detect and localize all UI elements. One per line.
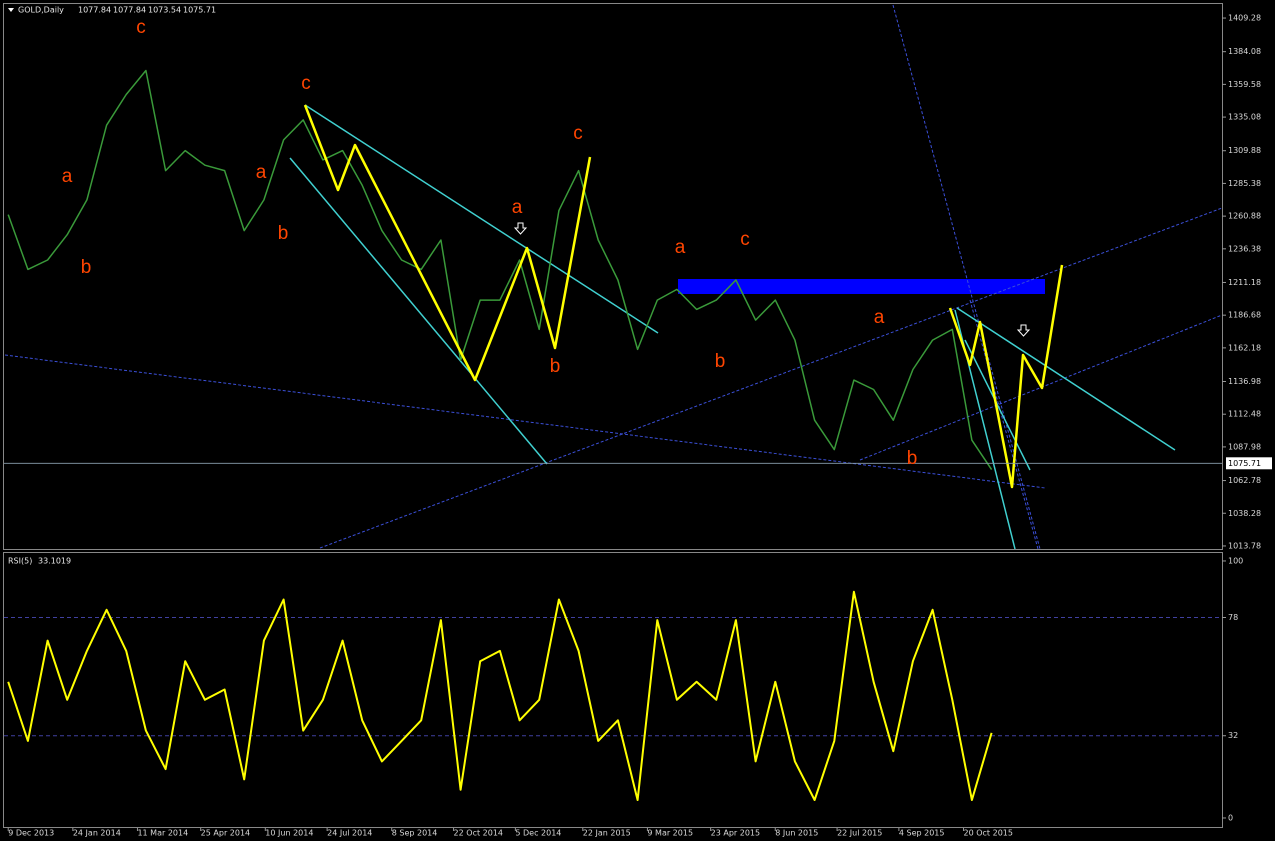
arrows	[513, 222, 1031, 337]
y-tick-label: 1062.78	[1228, 476, 1261, 485]
y-tick-label: 1112.48	[1228, 410, 1261, 419]
rsi-line	[7, 590, 993, 801]
x-tick-label: 10 Jun 2014	[265, 829, 313, 838]
x-tick-label: 5 Dec 2014	[515, 829, 561, 838]
y-tick-label: 32	[1228, 731, 1238, 740]
symbol-label: GOLD,Daily	[18, 6, 64, 15]
channel-line	[304, 104, 659, 334]
y-tick-label: 1260.88	[1228, 212, 1261, 221]
y-tick-label: 100	[1228, 556, 1243, 565]
wave-label: c	[301, 73, 311, 94]
last-price-label: 1075.71	[1228, 459, 1261, 468]
y-tick-label: 1038.28	[1228, 509, 1261, 518]
open-value: 1077.84	[78, 6, 111, 15]
rsi-title: RSI(5)	[8, 557, 32, 566]
drawings	[4, 4, 1223, 550]
x-tick-label: 11 Mar 2014	[137, 829, 188, 838]
rsi-value: 33.1019	[38, 557, 71, 566]
y-tick-label: 1136.98	[1228, 377, 1261, 386]
header: GOLD,Daily 1077.84 1077.84 1073.54 1075.…	[8, 6, 216, 566]
y-tick-label: 1162.18	[1228, 343, 1261, 352]
rsi-pane	[3, 552, 1223, 828]
y-tick-label: 0	[1228, 813, 1233, 822]
wave-drawings	[303, 104, 1064, 489]
channel-line	[964, 339, 1031, 471]
wave-label: b	[278, 223, 289, 244]
x-tick-label: 9 Mar 2015	[647, 829, 693, 838]
y-tick-label: 1285.38	[1228, 179, 1261, 188]
wave-label: b	[715, 351, 726, 372]
wave-label: c	[136, 17, 146, 38]
y-tick-label: 1211.18	[1228, 278, 1261, 287]
x-tick-label: 8 Sep 2014	[392, 829, 438, 838]
wave-label: c	[573, 123, 583, 144]
channel-line	[956, 307, 1176, 451]
x-tick-label: 22 Jul 2015	[837, 829, 882, 838]
y-tick-label: 1236.38	[1228, 244, 1261, 253]
x-tick-label: 20 Oct 2015	[964, 829, 1013, 838]
y-tick-label: 1335.08	[1228, 113, 1261, 122]
y-tick-label: 1384.08	[1228, 47, 1261, 56]
wave-label: b	[550, 356, 561, 377]
price-layer	[7, 69, 993, 471]
y-tick-label: 1309.88	[1228, 146, 1261, 155]
x-tick-label: 8 Jun 2015	[775, 829, 818, 838]
trend-line	[969, 299, 1039, 550]
trend-line	[319, 207, 1223, 549]
price-pane	[3, 3, 1223, 550]
wave-zigzag	[948, 264, 1064, 489]
x-tick-label: 23 Apr 2015	[711, 829, 760, 838]
wave-label: b	[907, 448, 918, 469]
y-tick-label: 1186.68	[1228, 311, 1261, 320]
x-tick-label: 25 Apr 2014	[201, 829, 250, 838]
trend-line	[892, 4, 1041, 550]
x-tick-label: 24 Jan 2014	[73, 829, 121, 838]
wave-label: a	[62, 166, 73, 187]
wave-label: c	[740, 229, 750, 250]
x-tick-label: 22 Jan 2015	[583, 829, 631, 838]
y-tick-label: 1409.28	[1228, 14, 1261, 23]
channel-line	[289, 157, 548, 465]
wave-label: a	[256, 162, 267, 183]
high-value: 1077.84	[113, 6, 146, 15]
last-price-box	[1226, 457, 1272, 470]
y-tick-label: 1359.58	[1228, 80, 1261, 89]
wave-label: a	[675, 237, 686, 258]
low-value: 1073.54	[148, 6, 181, 15]
arrow-icon	[1016, 324, 1031, 337]
wave-label: b	[81, 257, 92, 278]
wave-label: a	[512, 197, 523, 218]
x-tick-label: 9 Dec 2013	[8, 829, 54, 838]
x-tick-label: 4 Sep 2015	[899, 829, 945, 838]
x-tick-label: 24 Jul 2014	[327, 829, 372, 838]
wave-label: a	[874, 307, 885, 328]
menu-triangle	[8, 8, 14, 12]
close-value: 1075.71	[183, 6, 216, 15]
price-line	[7, 69, 993, 471]
y-tick-label: 78	[1228, 613, 1238, 622]
arrow-icon	[513, 222, 528, 235]
x-tick-label: 22 Oct 2014	[454, 829, 503, 838]
y-tick-label: 1013.78	[1228, 541, 1261, 550]
y-tick-label: 1087.98	[1228, 442, 1261, 451]
resistance-zone	[678, 279, 1045, 294]
wave-zigzag	[303, 104, 592, 382]
